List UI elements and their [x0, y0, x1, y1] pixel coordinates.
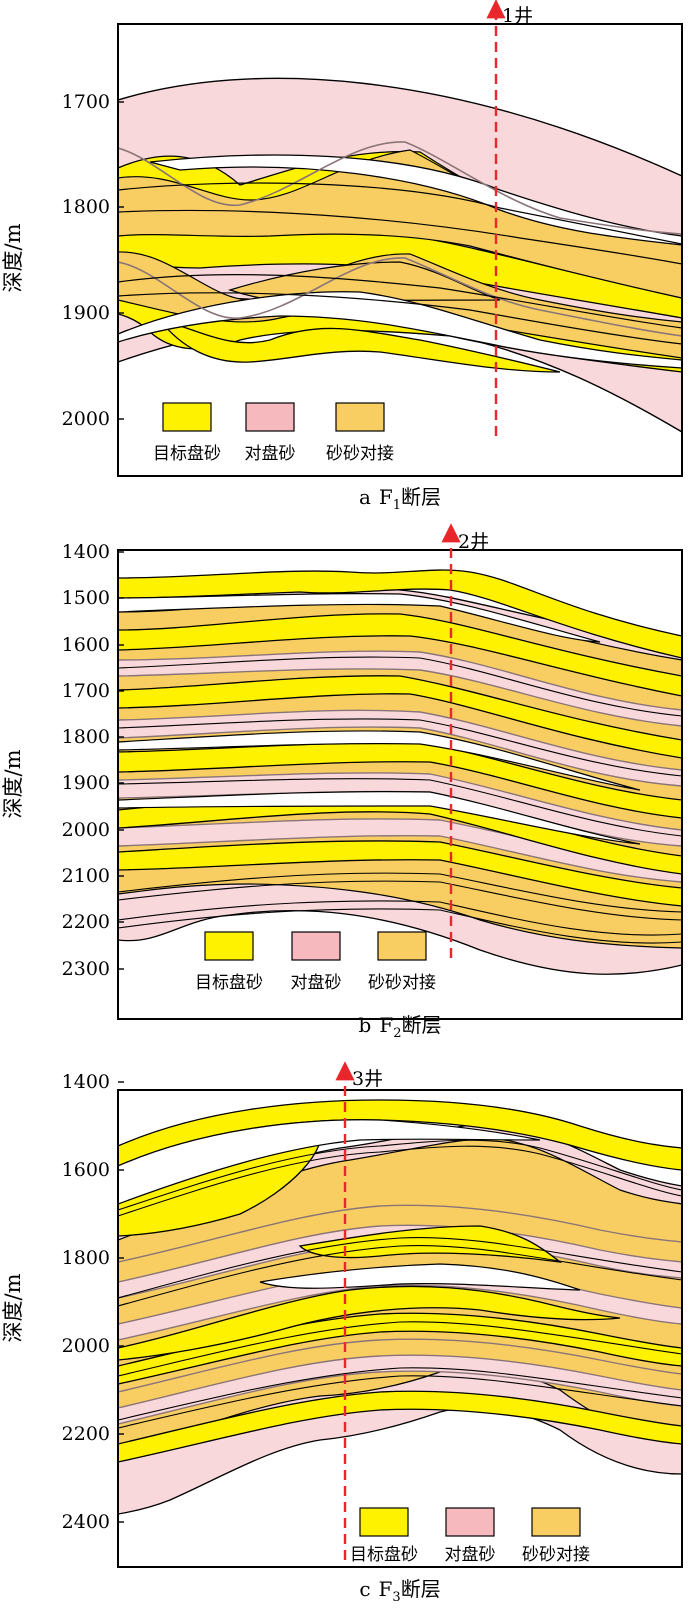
panel-b-caption: b F2断层 [359, 1013, 442, 1041]
legend-swatch-target-sand [204, 931, 254, 961]
y-tick-label: 1900 [62, 772, 110, 794]
well-label: 3井 [352, 1068, 383, 1090]
non-sand-gap [118, 291, 682, 369]
legend-swatch-target-sand [359, 1507, 409, 1537]
legend-swatch-sand-contact [531, 1507, 581, 1537]
y-tick-label: 2000 [62, 819, 110, 841]
legend-label: 对盘砂 [245, 444, 296, 464]
y-axis-label: 深度/m [1, 749, 25, 818]
y-tick-label: 2300 [62, 958, 110, 980]
well-2: 2井 [441, 523, 489, 958]
y-axis-label: 深度/m [1, 1273, 25, 1342]
y-tick-label: 2400 [62, 1511, 110, 1533]
y-tick-label: 1800 [62, 726, 110, 748]
legend-label: 目标盘砂 [195, 973, 263, 993]
horizon-lines [118, 182, 682, 345]
y-tick-label: 2200 [62, 911, 110, 933]
well-3: 3井 [335, 1061, 383, 1560]
non-sand-gaps [118, 593, 641, 845]
y-tick-label: 2100 [62, 865, 110, 887]
panel-a-frame [117, 23, 683, 477]
opposite-sand-bands [118, 650, 682, 883]
panel-b-legend: 目标盘砂 对盘砂 砂砂对接 [195, 931, 436, 993]
y-axis-label: 深度/m [1, 223, 25, 292]
panel-c-caption: c F3断层 [359, 1577, 440, 1605]
panel-a-y-axis: 1700 1800 1900 2000 深度/m [1, 91, 124, 430]
target-sand-bands [118, 1099, 682, 1463]
target-sand-body [158, 318, 561, 373]
y-tick-label: 1400 [62, 1071, 110, 1093]
horizon-lines [118, 656, 682, 944]
opposite-boundaries [118, 141, 682, 337]
legend-swatch-opposite-sand [245, 402, 295, 432]
y-tick-label: 2200 [62, 1423, 110, 1445]
panel-a-section [118, 77, 682, 433]
legend-label: 目标盘砂 [350, 1545, 418, 1565]
y-tick-label: 1400 [62, 541, 110, 563]
panel-a: 1700 1800 1900 2000 深度/m 1井 目标盘砂 对盘砂 砂砂对… [1, 0, 683, 513]
panel-b-y-axis: 1400 1500 1600 1700 1800 1900 2000 2100 … [1, 541, 124, 980]
legend-label: 砂砂对接 [522, 1545, 590, 1565]
well-label: 2井 [458, 531, 489, 553]
y-tick-label: 2000 [62, 408, 110, 430]
y-tick-label: 1500 [62, 587, 110, 609]
panel-c-section [118, 1099, 682, 1515]
panel-a-caption: a F1断层 [359, 485, 441, 513]
panel-c-legend: 目标盘砂 对盘砂 砂砂对接 [350, 1507, 590, 1565]
panel-a-legend: 目标盘砂 对盘砂 砂砂对接 [153, 402, 394, 464]
y-tick-label: 2000 [62, 1335, 110, 1357]
y-tick-label: 1600 [62, 634, 110, 656]
non-sand-gap [149, 154, 682, 246]
y-tick-label: 1800 [62, 1247, 110, 1269]
y-tick-label: 1600 [62, 1159, 110, 1181]
horizon-lines [118, 1139, 682, 1429]
legend-label: 对盘砂 [445, 1545, 496, 1565]
legend-swatch-sand-contact [335, 402, 385, 432]
panel-b: 1400 1500 1600 1700 1800 1900 2000 2100 … [1, 523, 683, 1041]
well-1: 1井 [486, 0, 533, 436]
legend-swatch-target-sand [162, 402, 212, 432]
y-tick-label: 1900 [62, 302, 110, 324]
legend-label: 砂砂对接 [326, 444, 394, 464]
panel-c-y-axis: 1400 1600 1800 2000 2200 2400 深度/m [1, 1071, 124, 1533]
legend-swatch-opposite-sand [445, 1507, 495, 1537]
y-tick-label: 1800 [62, 196, 110, 218]
panel-c-frame [117, 1089, 683, 1568]
panel-c: 1400 1600 1800 2000 2200 2400 深度/m 3井 目标… [1, 1061, 683, 1605]
legend-label: 砂砂对接 [368, 973, 436, 993]
non-sand-gaps [118, 1119, 581, 1291]
legend-swatch-opposite-sand [291, 931, 341, 961]
panel-b-section [118, 569, 682, 975]
panel-b-frame [117, 549, 683, 1020]
target-sand-bands [118, 569, 682, 907]
y-tick-label: 1700 [62, 91, 110, 113]
legend-label: 目标盘砂 [153, 444, 221, 464]
y-tick-label: 1700 [62, 680, 110, 702]
well-label: 1井 [502, 5, 533, 27]
legend-label: 对盘砂 [291, 973, 342, 993]
legend-swatch-sand-contact [377, 931, 427, 961]
opposite-boundaries [118, 1204, 682, 1393]
